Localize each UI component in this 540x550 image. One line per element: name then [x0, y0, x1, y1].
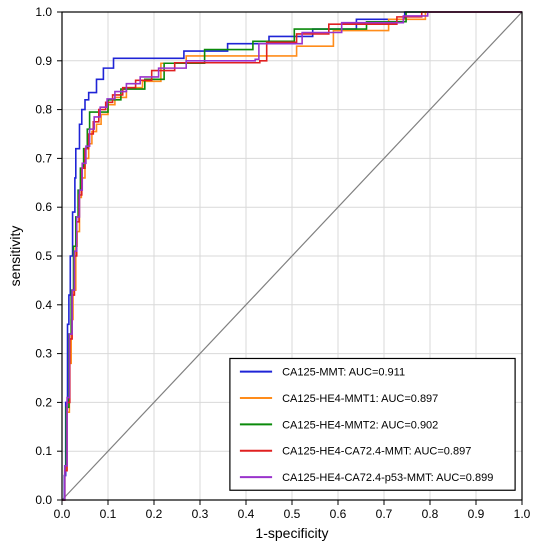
- legend-label: CA125-MMT: AUC=0.911: [282, 367, 405, 379]
- y-tick-label: 0.6: [35, 200, 52, 214]
- y-tick-label: 0.8: [35, 103, 52, 117]
- x-tick-label: 0.5: [284, 507, 301, 521]
- y-tick-label: 0.2: [35, 395, 52, 409]
- y-tick-label: 0.3: [35, 347, 52, 361]
- y-tick-label: 0.1: [35, 444, 52, 458]
- y-tick-label: 0.9: [35, 54, 52, 68]
- chart-svg: 0.00.0 0.1 0.1 0.2 0.2 0.3 0.3 0.4 0.4 0.5 0.5 0.6 0…: [0, 0, 540, 550]
- x-axis-label: 1-specificity: [255, 525, 328, 541]
- y-tick-label: 0.5: [35, 249, 52, 263]
- x-tick-label: 0.3: [192, 507, 209, 521]
- y-tick-label: 0.4: [35, 298, 52, 312]
- x-tick-label: 0.4: [238, 507, 255, 521]
- x-tick-label: 1.0: [514, 507, 531, 521]
- x-tick-label: 0.1: [100, 507, 117, 521]
- x-tick-label: 0.0: [54, 507, 71, 521]
- legend-label: CA125-HE4-CA72.4-MMT: AUC=0.897: [282, 446, 471, 458]
- y-tick-label: 0.0: [35, 493, 52, 507]
- legend-label: CA125-HE4-CA72.4-p53-MMT: AUC=0.899: [282, 472, 493, 484]
- x-tick-label: 0.7: [376, 507, 393, 521]
- roc-chart: 0.00.0 0.1 0.1 0.2 0.2 0.3 0.3 0.4 0.4 0.5 0.5 0.6 0…: [0, 0, 540, 550]
- y-axis-label: sensitivity: [7, 226, 23, 287]
- legend-label: CA125-HE4-MMT2: AUC=0.902: [282, 419, 438, 431]
- x-tick-label: 0.8: [422, 507, 439, 521]
- y-tick-label: 0.7: [35, 151, 52, 165]
- legend-label: CA125-HE4-MMT1: AUC=0.897: [282, 393, 438, 405]
- x-tick-label: 0.2: [146, 507, 163, 521]
- x-tick-label: 0.9: [468, 507, 485, 521]
- x-tick-label: 0.6: [330, 507, 347, 521]
- y-tick-label: 1.0: [35, 5, 52, 19]
